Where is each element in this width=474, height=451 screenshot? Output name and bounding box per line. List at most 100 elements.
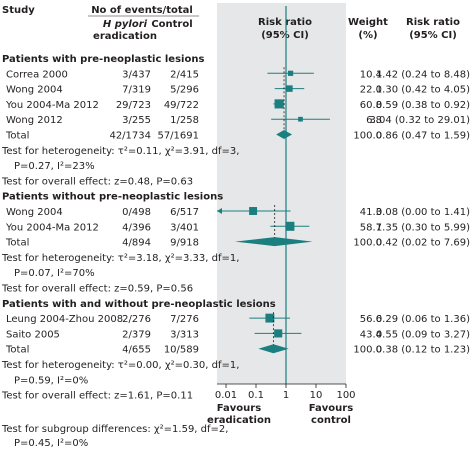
total-treat-events: 4/894 — [122, 238, 151, 249]
total-control-events: 57/1691 — [157, 131, 199, 142]
header-treat-2: eradication — [93, 31, 157, 42]
x-tick-label: 0.1 — [248, 390, 264, 401]
subgroup-label: Patients without pre-neoplastic lesions — [2, 192, 223, 203]
treat-events: 4/396 — [122, 222, 151, 233]
favours-left-1: Favours — [217, 403, 261, 414]
header-study: Study — [2, 5, 35, 16]
study-weight: 58.7 — [360, 222, 382, 233]
heterogeneity-note: P=0.27, I²=23% — [14, 161, 95, 172]
total-label: Total — [5, 238, 29, 249]
pooled-diamond — [276, 130, 293, 139]
subgroup-differences-note: Test for subgroup differences: χ²=1.59, … — [1, 424, 228, 435]
effect-square — [287, 70, 294, 76]
study-rr-text: 0.29 (0.06 to 1.36) — [376, 314, 470, 325]
total-treat-events: 4/655 — [122, 345, 151, 356]
pooled-diamond — [235, 237, 313, 247]
effect-square — [265, 313, 275, 323]
study-name: Wong 2012 — [6, 115, 63, 126]
header-rr-ci-1: Risk ratio — [258, 17, 312, 28]
total-treat-events: 42/1734 — [109, 131, 151, 142]
study-name: Wong 2004 — [6, 207, 63, 218]
total-rr-text: 0.86 (0.47 to 1.59) — [376, 131, 470, 142]
treat-events: 2/276 — [122, 314, 151, 325]
control-events: 2/415 — [170, 69, 199, 80]
total-label: Total — [5, 131, 29, 142]
study-rr-text: 3.04 (0.32 to 29.01) — [369, 115, 470, 126]
total-rr-text: 0.42 (0.02 to 7.69) — [376, 238, 470, 249]
treat-events: 2/379 — [122, 329, 151, 340]
heterogeneity-note: Test for heterogeneity: τ²=0.11, χ²=3.91… — [1, 146, 239, 157]
study-name: Wong 2004 — [6, 85, 63, 96]
heterogeneity-note: Test for heterogeneity: τ²=0.00, χ²=0.30… — [1, 360, 239, 371]
heterogeneity-note: P=0.07, I²=70% — [14, 268, 95, 279]
control-events: 49/722 — [164, 100, 199, 111]
study-name: Correa 2000 — [6, 69, 68, 80]
control-events: 1/258 — [170, 115, 199, 126]
x-tick-label: 0.01 — [215, 390, 237, 401]
x-tick-label: 1 — [283, 390, 289, 401]
total-weight: 100.0 — [353, 131, 382, 142]
study-rr-text: 0.55 (0.09 to 3.27) — [376, 329, 470, 340]
header-treat-1: H pylori — [103, 19, 148, 30]
heterogeneity-note: Test for overall effect: z=0.48, P=0.63 — [1, 176, 193, 187]
favours-right-2: control — [311, 415, 351, 426]
header-control: Control — [151, 19, 192, 30]
study-weight: 41.3 — [360, 207, 382, 218]
study-weight: 10.4 — [360, 69, 382, 80]
heterogeneity-note: Test for overall effect: z=0.59, P=0.56 — [1, 284, 193, 295]
favours-left-2: eradication — [207, 415, 271, 426]
heterogeneity-note: Test for heterogeneity: τ²=3.18, χ²=3.33… — [1, 253, 239, 264]
subgroup-differences-note: P=0.45, I²=0% — [14, 438, 88, 449]
table-header: Study No of events/total H pylori eradic… — [2, 5, 460, 42]
control-events: 6/517 — [170, 207, 199, 218]
header-rr-text-2: (95% CI) — [409, 30, 457, 41]
study-rr-text: 0.59 (0.38 to 0.92) — [376, 100, 470, 111]
treat-events: 7/319 — [122, 85, 151, 96]
treat-events: 29/723 — [116, 100, 151, 111]
control-events: 5/296 — [170, 85, 199, 96]
study-rr-text: 1.35 (0.30 to 5.99) — [376, 222, 470, 233]
effect-square — [249, 207, 258, 215]
study-weight: 56.6 — [360, 314, 382, 325]
subgroup-label: Patients with and without pre-neoplastic… — [2, 299, 276, 310]
header-weight-1: Weight — [348, 17, 388, 28]
effect-square — [286, 85, 293, 92]
effect-square — [274, 99, 284, 109]
effect-square — [285, 221, 295, 231]
study-rr-text: 1.42 (0.24 to 8.48) — [376, 69, 470, 80]
total-control-events: 9/918 — [170, 238, 199, 249]
header-rr-text-1: Risk ratio — [406, 17, 460, 28]
study-name: You 2004-Ma 2012 — [5, 222, 99, 233]
favours-right-1: Favours — [309, 403, 353, 414]
control-events: 7/276 — [170, 314, 199, 325]
effect-square — [298, 116, 303, 122]
treat-events: 0/498 — [122, 207, 151, 218]
total-control-events: 10/589 — [164, 345, 199, 356]
ci-arrow — [217, 208, 222, 214]
treat-events: 3/255 — [122, 115, 151, 126]
total-label: Total — [5, 345, 29, 356]
total-weight: 100.0 — [353, 345, 382, 356]
treat-events: 3/437 — [122, 69, 151, 80]
x-tick-label: 10 — [310, 390, 323, 401]
study-name: You 2004-Ma 2012 — [5, 100, 99, 111]
plot-panel — [217, 3, 346, 384]
control-events: 3/313 — [170, 329, 199, 340]
forest-rows: Patients with pre-neoplastic lesions Corr… — [1, 6, 470, 449]
total-rr-text: 0.38 (0.12 to 1.23) — [376, 345, 470, 356]
study-rr-text: 0.08 (0.00 to 1.41) — [376, 207, 470, 218]
heterogeneity-note: P=0.59, I²=0% — [14, 375, 88, 386]
study-weight: 43.4 — [360, 329, 382, 340]
effect-square — [274, 329, 283, 338]
header-rr-ci-2: (95% CI) — [261, 30, 309, 41]
x-tick-label: 100 — [336, 390, 355, 401]
heterogeneity-note: Test for overall effect: z=1.61, P=0.11 — [1, 391, 193, 402]
total-weight: 100.0 — [353, 238, 382, 249]
x-axis: 0.01 0.1 1 10 100 Favours eradication Fa… — [207, 383, 356, 426]
study-weight: 6.8 — [366, 115, 382, 126]
study-name: Saito 2005 — [6, 329, 60, 340]
study-rr-text: 1.30 (0.42 to 4.05) — [376, 85, 470, 96]
header-weight-2: (%) — [358, 30, 377, 41]
control-events: 3/401 — [170, 222, 199, 233]
